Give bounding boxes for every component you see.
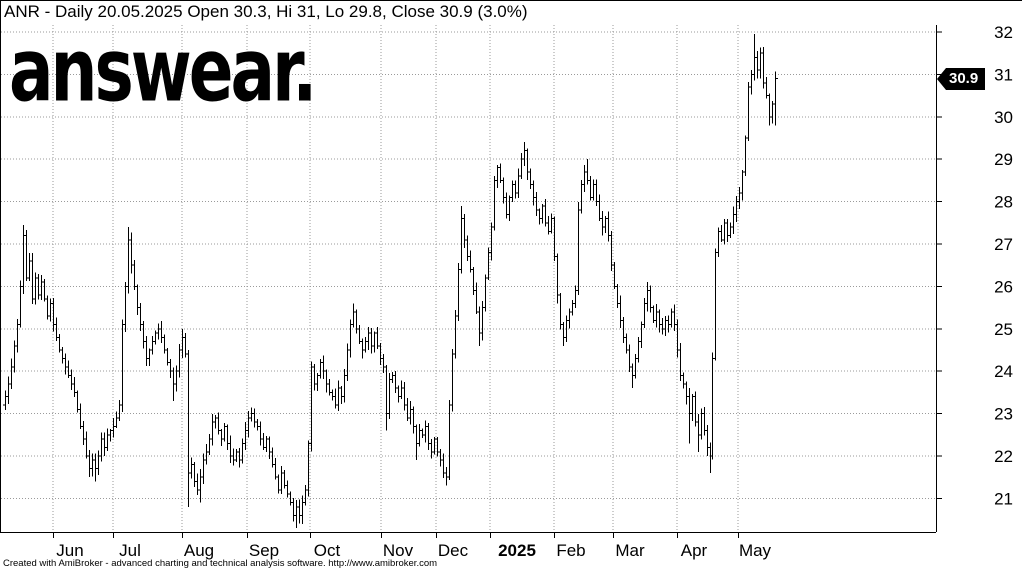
footer-credit: Created with AmiBroker - advanced charti… <box>3 558 438 569</box>
price-tag-arrow-icon <box>937 67 946 90</box>
y-axis-label: 28 <box>994 193 1013 212</box>
x-axis-label: Sep <box>249 541 279 560</box>
y-axis-label: 27 <box>994 235 1013 254</box>
x-axis-label: Dec <box>438 541 469 560</box>
y-axis-label: 29 <box>994 150 1013 169</box>
x-axis-label: Jun <box>56 541 83 560</box>
axis-labels: 32 31 30 29 28 27 26 25 24 23 22 21 Jun Jul Aug Sep Oct N… <box>56 23 1013 560</box>
gridlines <box>1 25 936 532</box>
chart-title: ANR - Daily 20.05.2025 Open 30.3, Hi 31,… <box>4 2 528 21</box>
ohlc-bars <box>3 34 778 529</box>
x-axis-label: Mar <box>615 541 645 560</box>
y-axis-label: 24 <box>994 362 1013 381</box>
x-axis-label: Nov <box>383 541 414 560</box>
y-axis-label: 22 <box>994 447 1013 466</box>
x-axis-label: Aug <box>184 541 214 560</box>
y-axis-label: 32 <box>994 23 1013 42</box>
x-axis-label: 2025 <box>498 541 536 560</box>
y-axis-label: 23 <box>994 405 1013 424</box>
x-axis-label: Jul <box>119 541 141 560</box>
y-axis-label: 31 <box>994 65 1013 84</box>
last-price-tag: 30.9 <box>937 67 986 90</box>
axes <box>0 0 1022 538</box>
y-axis-label: 26 <box>994 277 1013 296</box>
answear-logo: answear. <box>9 20 317 122</box>
y-axis-label: 21 <box>994 489 1013 508</box>
x-axis-label: Feb <box>556 541 585 560</box>
x-axis-label: Oct <box>314 541 341 560</box>
price-tag-value: 30.9 <box>949 69 979 87</box>
y-axis-label: 30 <box>994 108 1013 127</box>
y-axis-label: 25 <box>994 320 1013 339</box>
x-axis-label: May <box>739 541 772 560</box>
x-axis-label: Apr <box>681 541 708 560</box>
